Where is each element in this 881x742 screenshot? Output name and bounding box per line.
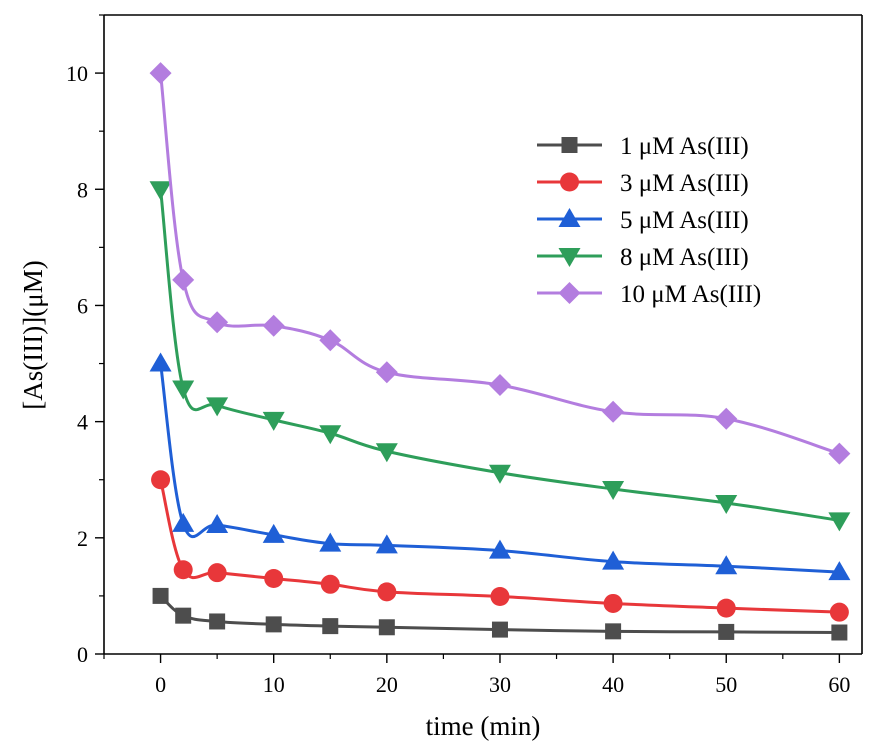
data-point xyxy=(322,618,339,635)
legend: 1 μM As(III) 3 μM As(III) 5 μM As(III) 8 μM… xyxy=(537,133,761,308)
data-point xyxy=(602,481,625,501)
y-tick-label: 0 xyxy=(77,642,88,667)
legend-label: 3 μM As(III) xyxy=(620,170,749,197)
data-point xyxy=(828,442,851,465)
data-point xyxy=(262,523,285,543)
data-point xyxy=(152,587,169,604)
x-axis-title: time (min) xyxy=(426,711,541,741)
data-point xyxy=(149,181,172,201)
data-point xyxy=(172,380,195,400)
legend-label: 10 μM As(III) xyxy=(620,281,761,308)
data-point xyxy=(490,586,510,606)
data-point xyxy=(377,582,397,602)
legend-marker xyxy=(561,137,578,153)
data-point xyxy=(206,311,229,334)
series-3 xyxy=(149,352,851,581)
legend-marker xyxy=(558,248,581,267)
legend-item: 8 μM As(III) xyxy=(537,244,749,271)
x-tick-label: 20 xyxy=(376,672,398,697)
data-point xyxy=(603,593,623,613)
data-point xyxy=(375,443,398,463)
data-point xyxy=(207,563,227,583)
data-point xyxy=(262,314,285,337)
data-point xyxy=(175,607,192,624)
data-point xyxy=(319,532,342,552)
data-point xyxy=(715,407,738,430)
data-point xyxy=(602,400,625,423)
data-point xyxy=(715,494,738,514)
x-tick-label: 60 xyxy=(828,672,850,697)
x-tick-label: 0 xyxy=(155,672,166,697)
data-point xyxy=(602,550,625,570)
series-2 xyxy=(151,470,849,622)
axes-frame xyxy=(103,14,863,655)
legend-label: 8 μM As(III) xyxy=(620,244,749,271)
data-point xyxy=(151,470,171,490)
legend-item: 10 μM As(III) xyxy=(537,281,761,308)
data-point xyxy=(715,555,738,575)
legend-item: 5 μM As(III) xyxy=(537,207,749,234)
y-axis-ticks: 0 2 4 6 8 10 xyxy=(66,14,104,667)
data-point xyxy=(319,329,342,352)
data-point xyxy=(265,616,282,633)
data-point xyxy=(716,598,736,618)
data-point xyxy=(605,623,622,640)
data-point xyxy=(488,374,511,397)
series-5 xyxy=(149,62,851,465)
data-point xyxy=(206,514,229,534)
series-1 xyxy=(152,587,848,641)
data-point xyxy=(149,62,172,85)
data-point xyxy=(172,512,195,532)
y-tick-label: 4 xyxy=(77,410,88,435)
legend-item: 1 μM As(III) xyxy=(537,133,749,160)
y-axis-title: [As(III)](μM) xyxy=(18,260,48,409)
legend-marker xyxy=(558,282,581,304)
data-point xyxy=(831,624,848,641)
data-point xyxy=(209,613,226,630)
x-tick-label: 40 xyxy=(602,672,624,697)
data-point xyxy=(375,361,398,384)
data-point xyxy=(491,621,508,638)
data-point xyxy=(375,534,398,554)
series-4 xyxy=(149,181,851,532)
x-tick-label: 30 xyxy=(489,672,511,697)
legend-label: 1 μM As(III) xyxy=(620,133,749,160)
data-point xyxy=(488,539,511,559)
series-line xyxy=(159,363,840,574)
data-point xyxy=(149,352,172,372)
y-tick-label: 8 xyxy=(77,177,88,202)
y-tick-label: 2 xyxy=(77,526,88,551)
legend-marker xyxy=(558,208,581,227)
data-point xyxy=(206,397,229,417)
legend-marker xyxy=(560,172,579,192)
data-point xyxy=(320,574,340,594)
data-point xyxy=(378,619,395,636)
legend-item: 3 μM As(III) xyxy=(537,170,749,197)
x-tick-label: 10 xyxy=(263,672,285,697)
x-axis-ticks: 0 10 20 30 40 50 60 xyxy=(103,654,850,697)
series-layer xyxy=(149,62,851,641)
data-point xyxy=(828,512,851,532)
data-point xyxy=(262,411,285,431)
data-point xyxy=(264,568,284,588)
data-point xyxy=(173,560,193,580)
data-point xyxy=(828,561,851,581)
legend-label: 5 μM As(III) xyxy=(620,207,749,234)
data-point xyxy=(718,623,735,640)
y-tick-label: 10 xyxy=(66,61,88,86)
y-tick-label: 6 xyxy=(77,293,88,318)
data-point xyxy=(829,602,849,622)
data-point xyxy=(172,268,195,291)
x-tick-label: 50 xyxy=(715,672,737,697)
data-point xyxy=(319,425,342,445)
data-point xyxy=(488,464,511,484)
